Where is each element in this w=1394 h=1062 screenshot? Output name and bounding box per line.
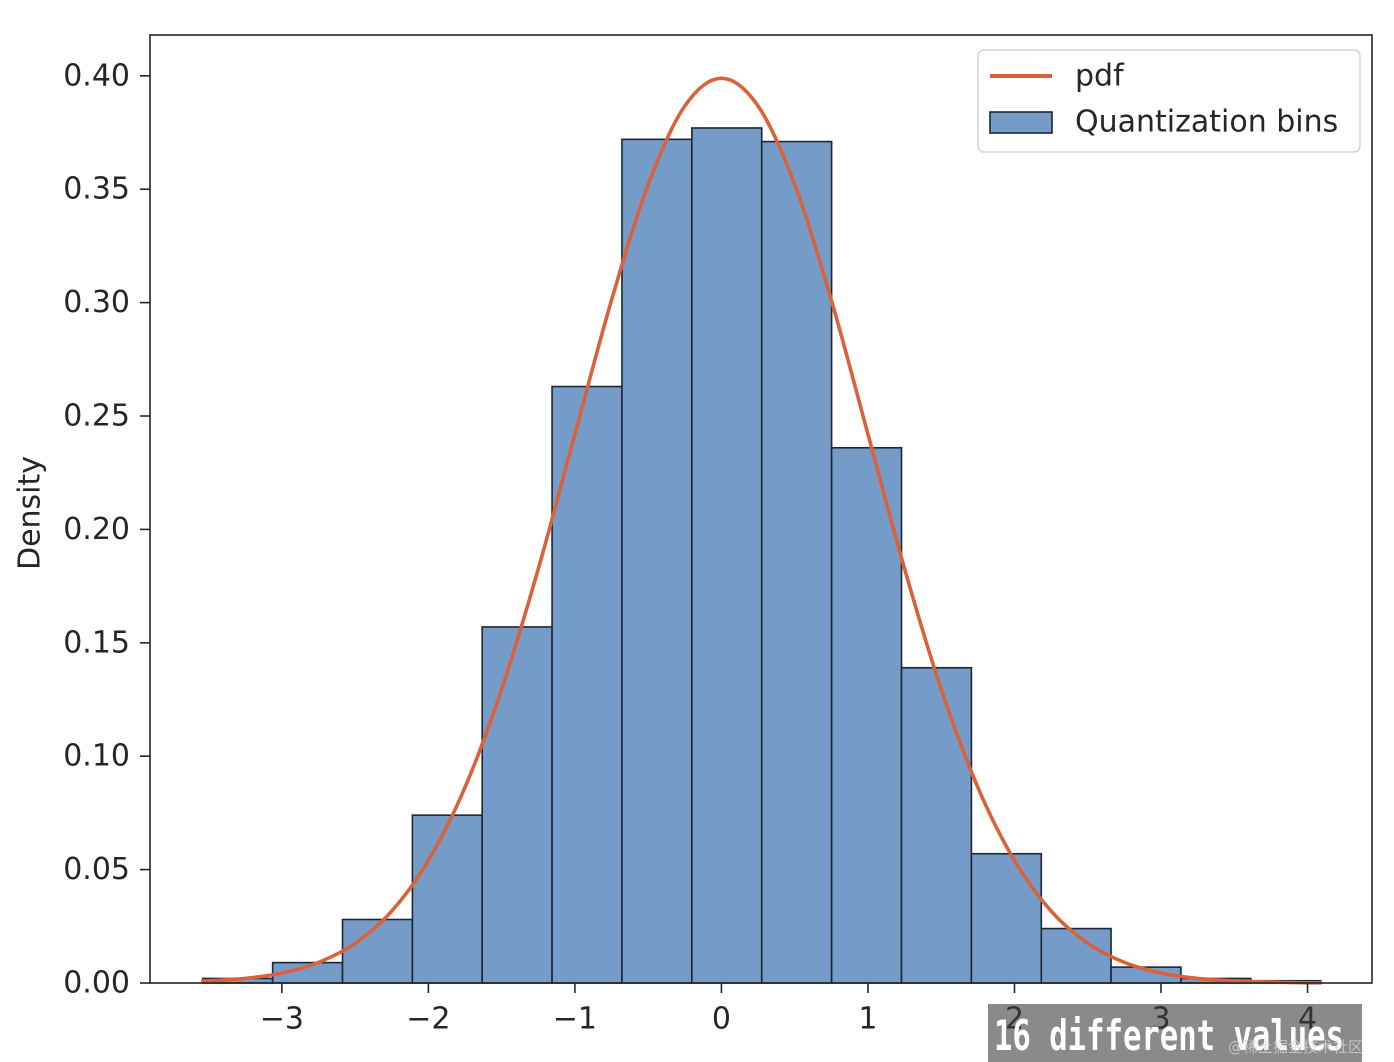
pdf-curve	[200, 76, 1323, 985]
legend-box	[977, 49, 1361, 153]
y-tick-label: 0.40	[63, 58, 130, 93]
x-tick-label: −3	[260, 1002, 304, 1037]
histogram-bars	[201, 127, 1322, 984]
x-tick-label: 0	[712, 1002, 731, 1037]
histogram-bar	[830, 446, 903, 984]
x-tick-label: 1	[858, 1002, 877, 1037]
histogram-bar	[1040, 927, 1112, 984]
histogram-bar	[621, 138, 693, 984]
y-tick-label: 0.15	[63, 625, 130, 660]
caption-box	[988, 1004, 1362, 1062]
y-tick-label: 0.35	[63, 172, 130, 207]
histogram-bar	[481, 626, 553, 984]
histogram-bar	[341, 918, 414, 984]
caption-overlay: 16 different values	[988, 1004, 1362, 1062]
histogram-bar	[900, 666, 973, 984]
histogram-bar	[691, 127, 763, 984]
y-tick-label: 0.00	[63, 966, 130, 1001]
legend-bins-swatch	[989, 111, 1053, 134]
y-tick-label: 0.30	[63, 285, 130, 320]
plot-frame	[149, 34, 1373, 984]
x-tick-label: −1	[553, 1002, 597, 1037]
histogram-bar	[970, 852, 1043, 984]
y-tick-label: 0.25	[63, 399, 130, 434]
legend-bins-label: Quantization bins	[1075, 105, 1338, 140]
y-axis: 0.00 0.05 0.10 0.15 0.20 0.25 0.30 0.35 0.40	[63, 58, 150, 1001]
y-tick-label: 0.20	[63, 512, 130, 547]
legend-pdf-label: pdf	[1075, 59, 1125, 94]
histogram-bar	[411, 814, 483, 984]
caption-text: 16 different values	[994, 1011, 1344, 1060]
y-tick-label: 0.10	[63, 739, 130, 774]
legend: pdf Quantization bins	[977, 49, 1361, 153]
y-axis-label: Density	[13, 456, 48, 570]
x-tick-label: −2	[406, 1002, 450, 1037]
y-tick-label: 0.05	[63, 852, 130, 887]
watermark: @稀土掘金技术社区	[1228, 1038, 1363, 1056]
